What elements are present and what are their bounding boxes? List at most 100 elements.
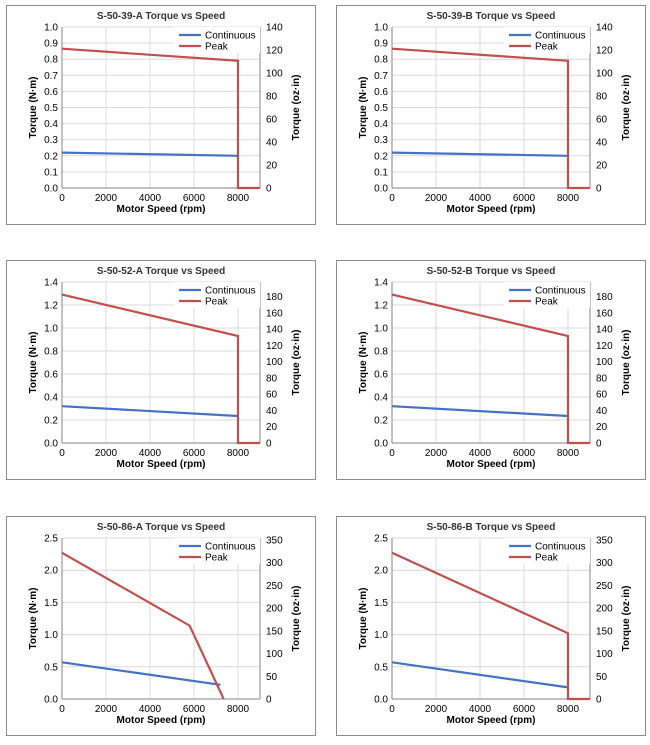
legend-label-peak: Peak [535, 297, 559, 308]
y-tick-label: 0.3 [374, 135, 388, 146]
chart-panel-s-50-86-b: S-50-86-B Torque vs Speed 0.0 0.5 1.0 1.5 2.0… [336, 516, 646, 736]
chart-panel-s-50-39-a: S-50-39-A Torque vs Speed 0.0 0.1 0.2 0.3 0.4… [6, 5, 316, 225]
y-tick-label: 1.2 [374, 301, 388, 312]
y2-tick-label: 140 [596, 23, 613, 34]
chart-svg: S-50-39-B Torque vs Speed 0.0 0.1 0.2 0.3 0.4… [358, 11, 632, 215]
y2-tick-label: 200 [266, 604, 283, 615]
y-tick-label: 2.0 [44, 566, 58, 577]
y-tick-label: 0.2 [44, 416, 58, 427]
x-axis-label: Motor Speed (rpm) [117, 204, 206, 215]
series-line-continuous [61, 661, 221, 686]
y-tick-label: 0.4 [374, 393, 388, 404]
x-axis-label: Motor Speed (rpm) [117, 459, 206, 470]
x-tick-label: 6000 [183, 704, 206, 715]
y2-tick-label: 350 [596, 535, 613, 546]
y2-tick-label: 350 [266, 535, 283, 546]
chart-title: S-50-52-B Torque vs Speed [427, 266, 556, 277]
series-line-continuous [61, 151, 239, 157]
x-tick-label: 2000 [425, 193, 448, 204]
y2-tick-label: 40 [596, 138, 608, 149]
y2-axis-label: Torque (oz·in) [291, 330, 302, 396]
x-tick-label: 4000 [139, 193, 162, 204]
y2-tick-label: 80 [266, 92, 278, 103]
legend-label-continuous: Continuous [535, 286, 586, 297]
y2-tick-label: 200 [596, 604, 613, 615]
y-tick-label: 2.5 [374, 534, 388, 545]
chart-svg: S-50-52-A Torque vs Speed 0.0 0.2 0.4 0.6 0.8… [28, 266, 302, 470]
legend-label-continuous: Continuous [205, 286, 256, 297]
x-tick-label: 0 [59, 704, 65, 715]
y-tick-label: 0.1 [44, 167, 58, 178]
y-axis-label: Torque (N·m) [358, 331, 369, 393]
y-tick-label: 1.0 [374, 630, 388, 641]
x-axis-label: Motor Speed (rpm) [447, 459, 536, 470]
chart-title: S-50-86-A Torque vs Speed [97, 522, 225, 533]
y-axis-label: Torque (N·m) [358, 587, 369, 649]
y2-tick-label: 100 [596, 69, 613, 80]
y2-tick-label: 100 [266, 69, 283, 80]
series-line-continuous [391, 405, 569, 418]
series-line-peak [61, 293, 260, 445]
y-tick-label: 0.7 [44, 71, 58, 82]
y-axis-label: Torque (N·m) [28, 587, 39, 649]
y2-tick-label: 160 [596, 308, 613, 319]
chart-panel-s-50-52-b: S-50-52-B Torque vs Speed 0.0 0.2 0.4 0.6 0.8… [336, 260, 646, 480]
legend-box [174, 282, 260, 308]
x-tick-label: 4000 [469, 193, 492, 204]
legend-box [504, 282, 590, 308]
legend-label-continuous: Continuous [205, 31, 256, 42]
y2-tick-label: 0 [596, 184, 602, 195]
y2-tick-label: 40 [596, 406, 608, 417]
legend-label-peak: Peak [535, 553, 559, 564]
y-tick-label: 0.2 [374, 416, 388, 427]
y2-tick-label: 0 [266, 439, 272, 450]
y-tick-label: 0.2 [44, 151, 58, 162]
x-tick-label: 2000 [95, 448, 118, 459]
y2-tick-label: 300 [266, 558, 283, 569]
y-tick-label: 1.0 [44, 23, 58, 34]
y-tick-label: 1.0 [374, 23, 388, 34]
y-tick-label: 0.4 [44, 393, 58, 404]
y-tick-label: 0.5 [44, 662, 58, 673]
y2-axis-label: Torque (oz·in) [621, 586, 632, 652]
y-tick-label: 0.6 [44, 87, 58, 98]
y2-tick-label: 20 [596, 161, 608, 172]
y2-tick-label: 40 [266, 406, 278, 417]
x-tick-label: 8000 [557, 448, 580, 459]
chart-title: S-50-86-B Torque vs Speed [427, 522, 556, 533]
y2-tick-label: 100 [596, 357, 613, 368]
y2-tick-label: 180 [266, 292, 283, 303]
y2-tick-label: 120 [596, 341, 613, 352]
y2-tick-label: 120 [266, 341, 283, 352]
y2-tick-label: 0 [596, 439, 602, 450]
y2-tick-label: 0 [596, 695, 602, 706]
y2-tick-label: 80 [596, 373, 608, 384]
x-tick-label: 6000 [513, 193, 536, 204]
y2-axis-label: Torque (oz·in) [621, 75, 632, 141]
y2-tick-label: 100 [266, 649, 283, 660]
series-line-peak [61, 551, 225, 700]
series-line-peak [391, 47, 590, 190]
chart-svg: S-50-86-A Torque vs Speed 0.0 0.5 1.0 1.5 2.0… [28, 522, 302, 726]
x-tick-label: 0 [59, 193, 65, 204]
chart-title: S-50-39-A Torque vs Speed [97, 11, 225, 22]
y2-tick-label: 140 [266, 23, 283, 34]
legend-box [174, 27, 260, 53]
chart-title: S-50-39-B Torque vs Speed [427, 11, 556, 22]
y-axis-label: Torque (N·m) [28, 331, 39, 393]
y-tick-label: 0.0 [374, 695, 388, 706]
chart-panel-s-50-52-a: S-50-52-A Torque vs Speed 0.0 0.2 0.4 0.6 0.8… [6, 260, 316, 480]
y2-tick-label: 120 [596, 46, 613, 57]
y-tick-label: 0.3 [44, 135, 58, 146]
y-tick-label: 0.1 [374, 167, 388, 178]
y2-tick-label: 50 [596, 672, 608, 683]
y-tick-label: 0.4 [44, 119, 58, 130]
series-line-continuous [391, 661, 569, 689]
x-tick-label: 8000 [227, 193, 250, 204]
x-tick-label: 4000 [469, 704, 492, 715]
y2-tick-label: 0 [266, 184, 272, 195]
legend-label-peak: Peak [205, 297, 229, 308]
x-tick-label: 4000 [139, 448, 162, 459]
y-tick-label: 0.6 [44, 370, 58, 381]
x-tick-label: 8000 [227, 704, 250, 715]
